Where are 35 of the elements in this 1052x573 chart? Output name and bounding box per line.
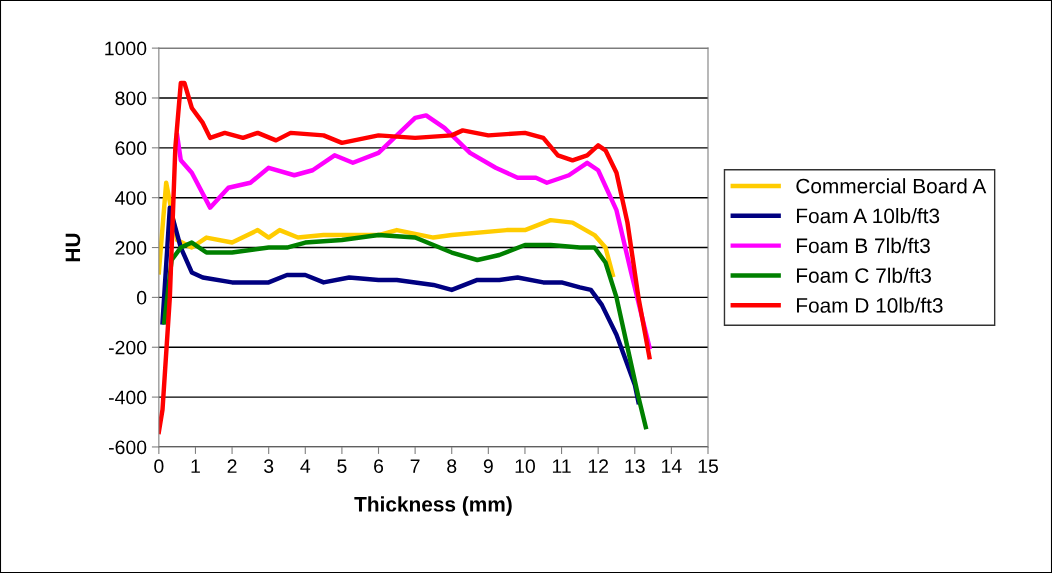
x-tick-label: 8 — [447, 459, 457, 474]
legend-label: Foam B 7lb/ft3 — [797, 237, 930, 254]
x-tick-label: 11 — [552, 459, 571, 473]
x-tick-label: 2 — [227, 459, 237, 473]
x-tick-label: 0 — [154, 459, 164, 474]
legend-label: Foam C 7lb/ft3 — [797, 267, 932, 283]
y-tick-label: 400 — [115, 191, 147, 205]
line-series — [158, 80, 652, 435]
y-tick-label: 600 — [115, 141, 147, 156]
y-tick-label: 200 — [115, 241, 147, 255]
x-tick-label: 7 — [410, 459, 420, 473]
x-tick-label: 13 — [625, 459, 645, 474]
y-tick-label: 800 — [115, 91, 147, 106]
y-tick-label: -400 — [109, 390, 147, 405]
legend-label: Foam D 10lb/ft3 — [797, 297, 943, 313]
y-tick-label: -200 — [109, 340, 147, 355]
x-tick-label: 4 — [300, 459, 311, 473]
x-tick-label: 10 — [515, 459, 535, 474]
x-tick-label: 1 — [191, 459, 200, 473]
y-tick-label: 0 — [136, 290, 147, 305]
line-series — [160, 205, 641, 405]
line-series — [162, 232, 648, 430]
y-axis-title: HU — [65, 233, 81, 262]
y-tick-label: 1000 — [105, 41, 147, 56]
x-tick-label: 6 — [374, 459, 384, 474]
x-tick-label: 12 — [588, 459, 609, 473]
x-tick-label: 9 — [483, 459, 493, 474]
x-tick-label: 15 — [698, 459, 718, 474]
legend-label: Commercial Board A — [796, 178, 987, 194]
x-tick-label: 3 — [264, 459, 274, 474]
x-tick-label: 5 — [337, 459, 347, 474]
x-tick-label: 14 — [662, 459, 682, 473]
legend-label: Foam A 10lb/ft3 — [797, 207, 940, 224]
x-axis-title: Thickness (mm) — [354, 496, 512, 516]
y-tick-label: -600 — [109, 440, 147, 455]
